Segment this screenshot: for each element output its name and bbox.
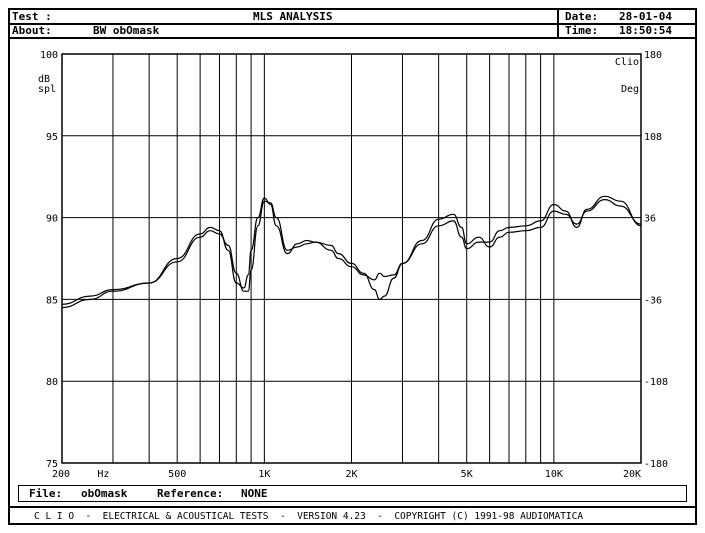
y-tick-label-right: 108 [644, 132, 662, 143]
file-name: obOmask [81, 487, 128, 500]
brand-label: Clio [615, 57, 639, 68]
y-tick-label-left: 95 [46, 132, 58, 143]
y-tick-label-right: -108 [644, 377, 668, 388]
y-tick-label-right: 180 [644, 50, 662, 61]
reference-label: Reference: [157, 487, 224, 500]
x-tick-label: 20K [623, 469, 641, 480]
about-value: BW obOmask [93, 24, 160, 37]
header-divider-vertical [557, 8, 559, 38]
x-unit-label: Hz [97, 469, 109, 480]
response-curve-2 [61, 195, 642, 309]
x-tick-label: 500 [168, 469, 186, 480]
y-tick-label-left: 85 [46, 295, 58, 306]
header-panel: Test : MLS ANALYSIS Date: 28-01-04 About… [8, 8, 697, 39]
y-axis-label-left: dB [38, 74, 50, 85]
header-divider-bottom [8, 37, 697, 39]
date-value: 28-01-04 [619, 10, 672, 23]
plot-area-border [61, 53, 642, 464]
about-label: About: [12, 24, 52, 37]
time-value: 18:50:54 [619, 24, 672, 37]
x-tick-label: 5K [461, 469, 473, 480]
y-axis-label-right: Deg [621, 84, 639, 95]
x-tick-label: 200 [52, 469, 70, 480]
header-divider-mid [8, 23, 697, 25]
y-tick-label-right: -36 [644, 295, 662, 306]
y-tick-label-left: 90 [46, 214, 58, 225]
window-title: MLS ANALYSIS [253, 10, 333, 23]
response-curve-1 [61, 197, 642, 305]
file-label: File: [29, 487, 63, 500]
x-tick-label: 1K [258, 469, 270, 480]
date-label: Date: [565, 10, 599, 23]
time-label: Time: [565, 24, 599, 37]
y-tick-label-right: 36 [644, 214, 656, 225]
copyright-footer: C L I O - ELECTRICAL & ACOUSTICAL TESTS … [34, 511, 584, 522]
y-tick-label-right: -180 [644, 459, 668, 470]
y-axis-label-left: spl [38, 84, 56, 95]
footer-bar: C L I O - ELECTRICAL & ACOUSTICAL TESTS … [8, 506, 697, 525]
test-label: Test : [12, 10, 52, 23]
y-tick-label-left: 100 [40, 50, 58, 61]
y-tick-label-left: 75 [46, 459, 58, 470]
y-tick-label-left: 80 [46, 377, 58, 388]
x-tick-label: 10K [545, 469, 563, 480]
reference-value: NONE [241, 487, 268, 500]
file-info-bar: File: obOmask Reference: NONE [18, 485, 687, 502]
x-tick-label: 2K [345, 469, 357, 480]
footer-divider [8, 506, 697, 508]
